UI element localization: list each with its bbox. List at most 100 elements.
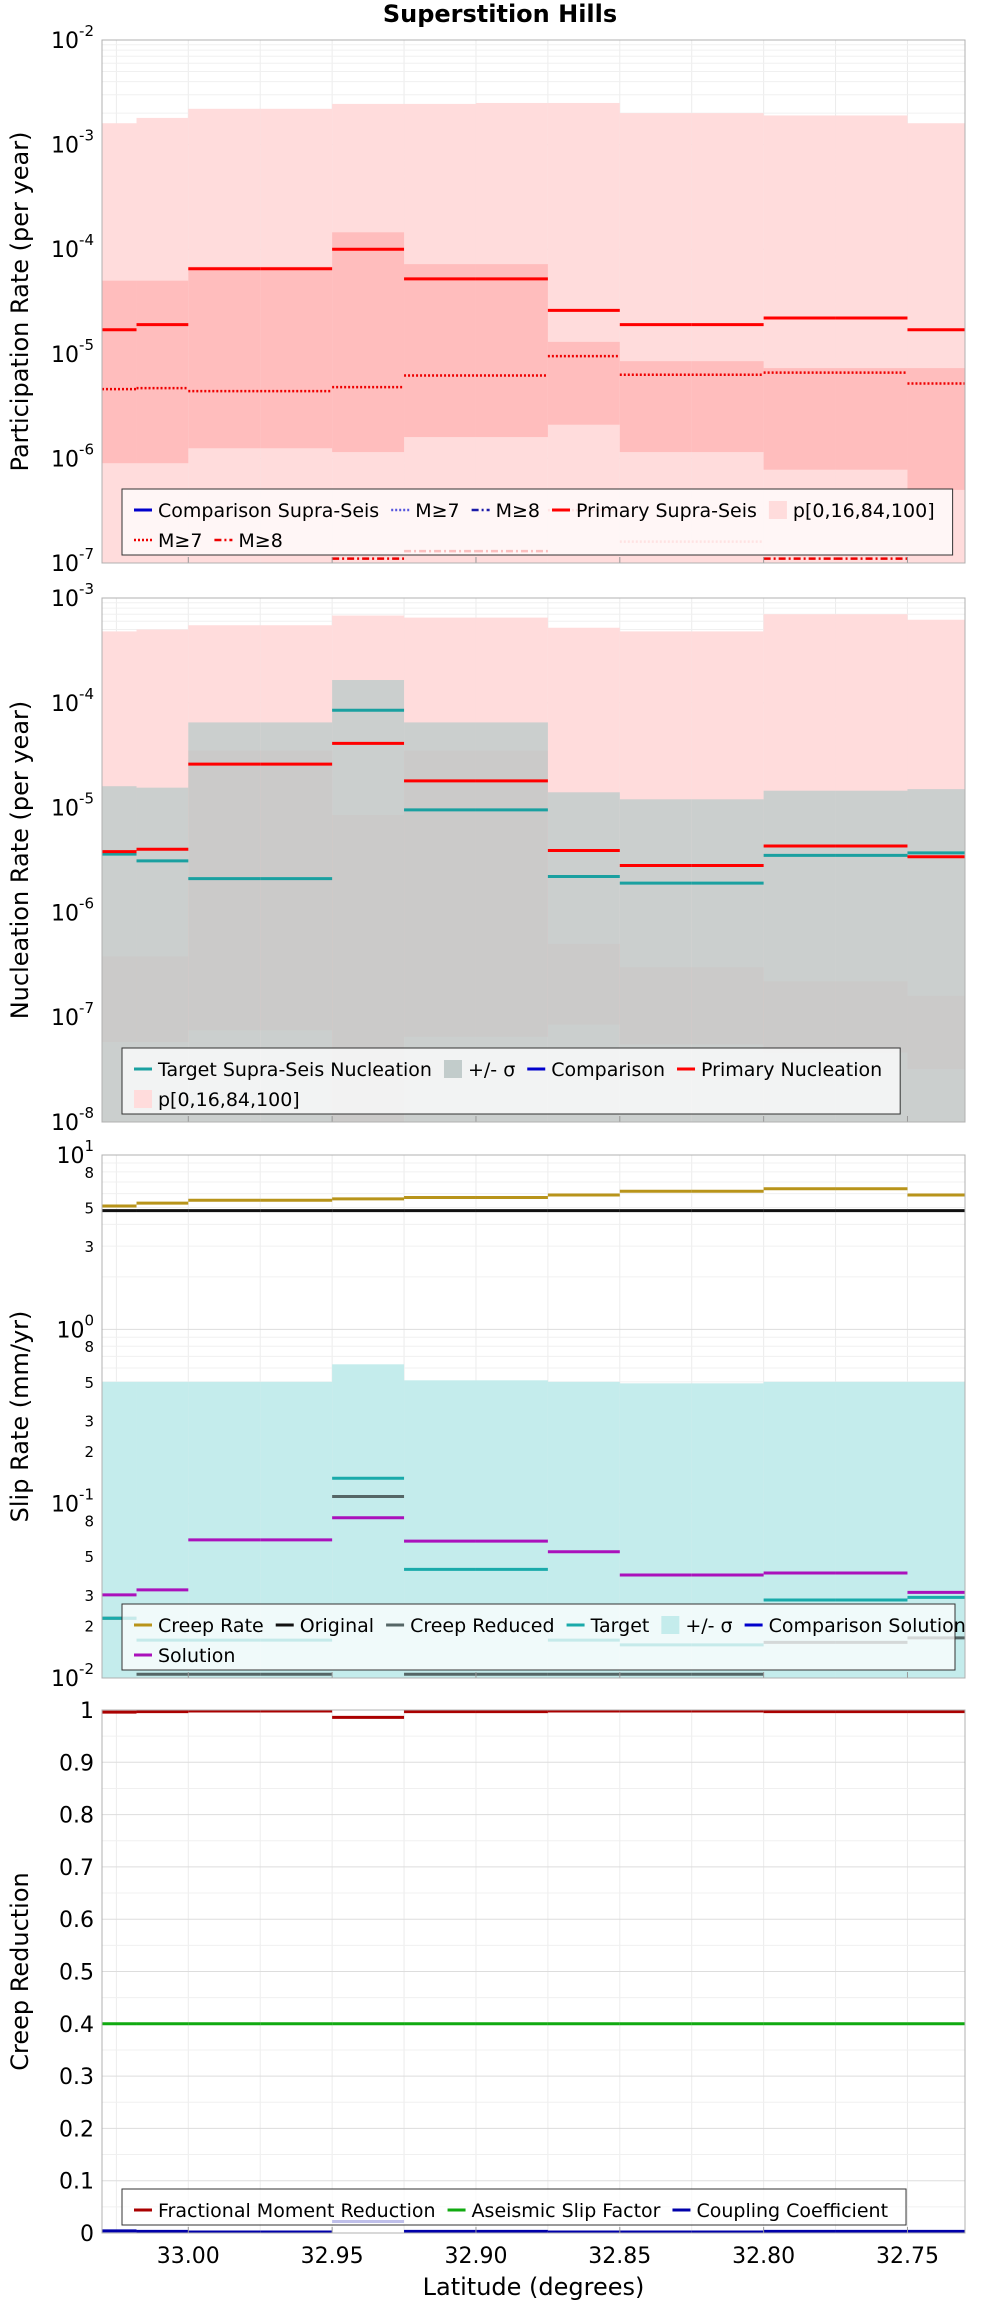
y-tick-exponent: -6 bbox=[79, 894, 94, 912]
y-tick-label: 0.9 bbox=[59, 1751, 94, 1776]
legend-label: M≥7 bbox=[158, 530, 202, 552]
y-tick-exponent: -1 bbox=[79, 1486, 94, 1504]
y-tick-label: 0.6 bbox=[59, 1908, 94, 1933]
legend-label: Comparison bbox=[551, 1059, 665, 1081]
legend-box bbox=[121, 488, 954, 556]
y-minor-tick-label: 8 bbox=[84, 1513, 94, 1531]
y-tick-exponent: -2 bbox=[79, 1660, 94, 1678]
legend-label: p[0,16,84,100] bbox=[793, 500, 935, 522]
y-tick-label: 0.4 bbox=[59, 2013, 94, 2038]
y-tick-exponent: -2 bbox=[79, 22, 94, 40]
legend-label: Primary Nucleation bbox=[701, 1059, 882, 1081]
legend: Comparison Supra-Seis M≥7 M≥8 Primary Supra… bbox=[121, 488, 954, 556]
y-tick-label: 10-7 bbox=[51, 999, 94, 1031]
legend-label: p[0,16,84,100] bbox=[158, 1089, 300, 1111]
y-tick-base: 10 bbox=[56, 1318, 84, 1343]
band-segment bbox=[547, 341, 620, 425]
y-tick-base: 10 bbox=[51, 692, 79, 717]
y-minor-tick-label: 3 bbox=[84, 1587, 94, 1605]
y-tick-label: 0.5 bbox=[59, 1961, 94, 1986]
legend-label: Creep Reduced bbox=[410, 1615, 554, 1637]
series-3 bbox=[102, 741, 965, 868]
legend-label: +/- σ bbox=[468, 1059, 515, 1081]
band-segment bbox=[835, 368, 908, 470]
y-tick-label: 0.3 bbox=[59, 2065, 94, 2090]
band-2 bbox=[102, 232, 965, 490]
y-tick-base: 10 bbox=[56, 1144, 84, 1169]
band-segment bbox=[619, 113, 692, 564]
band-segment bbox=[691, 361, 764, 453]
legend: Target Supra-Seis Nucleation +/- σ Compari… bbox=[121, 1047, 901, 1115]
y-tick-base: 10 bbox=[51, 1111, 79, 1136]
y-minor-tick-label: 3 bbox=[84, 1412, 94, 1430]
band-segment bbox=[835, 115, 908, 563]
y-minor-tick-label: 5 bbox=[84, 1548, 94, 1566]
band-segment bbox=[907, 368, 965, 490]
y-minor-tick-label: 3 bbox=[84, 1238, 94, 1256]
legend-swatch bbox=[443, 1060, 462, 1078]
plot-frame bbox=[101, 597, 966, 1123]
y-tick-label: 0 bbox=[80, 2222, 94, 2247]
y-axis-label: Nucleation Rate (per year) bbox=[6, 701, 34, 1020]
band-segment bbox=[404, 264, 476, 438]
y-tick-label: 101 bbox=[56, 1137, 94, 1169]
legend: Fractional Moment Reduction Aseismic Slip… bbox=[121, 2188, 907, 2226]
y-tick-label: 10-3 bbox=[51, 580, 94, 612]
y-tick-label: 10-2 bbox=[51, 1660, 94, 1692]
legend-label: M≥7 bbox=[415, 500, 459, 522]
series-1 bbox=[102, 708, 965, 885]
y-axis-label: Creep Reduction bbox=[6, 1872, 34, 2070]
y-tick-exponent: -3 bbox=[79, 127, 94, 145]
y-minor-tick-label: 8 bbox=[84, 1164, 94, 1182]
y-tick-label: 100 bbox=[56, 1311, 94, 1343]
band-segment bbox=[102, 280, 137, 464]
x-tick-label: 32.85 bbox=[588, 2244, 651, 2269]
y-tick-base: 10 bbox=[51, 238, 79, 263]
y-tick-exponent: -4 bbox=[79, 231, 94, 249]
y-tick-label: 0.1 bbox=[59, 2170, 94, 2195]
x-tick-label: 32.75 bbox=[876, 2244, 939, 2269]
x-tick-labels: 33.00 32.95 32.90 32.85 32.80 32.75 bbox=[157, 2244, 939, 2269]
y-tick-label: 10-6 bbox=[51, 894, 94, 926]
y-tick-exponent: 1 bbox=[84, 1137, 94, 1155]
y-minor-tick-label: 2 bbox=[84, 1443, 94, 1461]
series-1 bbox=[102, 1187, 965, 1208]
y-tick-label: 10-2 bbox=[51, 22, 94, 54]
y-tick-exponent: -7 bbox=[79, 999, 94, 1017]
band-segment bbox=[475, 264, 548, 438]
legend-label: Target bbox=[590, 1615, 650, 1637]
y-tick-labels: 10-210-310-410-510-610-7 bbox=[51, 22, 94, 577]
legend-label: Aseismic Slip Factor bbox=[472, 2200, 661, 2222]
y-tick-base: 10 bbox=[51, 29, 79, 54]
y-tick-label: 0.8 bbox=[59, 1804, 94, 1829]
legend-swatch bbox=[768, 501, 787, 519]
band-segment bbox=[547, 102, 620, 564]
band-segment bbox=[763, 115, 836, 563]
band-segment bbox=[907, 789, 965, 1122]
band-segment bbox=[332, 232, 405, 453]
plot-frame bbox=[101, 1709, 966, 2234]
plot-frame bbox=[101, 39, 966, 564]
x-axis-label: Latitude (degrees) bbox=[423, 2273, 645, 2300]
x-tick-label: 32.95 bbox=[301, 2244, 364, 2269]
legend-label: Comparison Supra-Seis bbox=[158, 500, 379, 522]
y-tick-base: 10 bbox=[51, 343, 79, 368]
y-axis-label: Participation Rate (per year) bbox=[6, 132, 34, 472]
y-tick-exponent: -5 bbox=[79, 790, 94, 808]
y-tick-exponent: -6 bbox=[79, 440, 94, 458]
y-tick-base: 10 bbox=[51, 1493, 79, 1518]
panel-4-grid bbox=[102, 1709, 965, 2234]
series-6 bbox=[102, 1516, 965, 1597]
y-axis-label: Slip Rate (mm/yr) bbox=[6, 1311, 34, 1523]
x-tick-label: 32.90 bbox=[444, 2244, 507, 2269]
y-minor-tick-label: 8 bbox=[84, 1338, 94, 1356]
y-tick-label: 0.7 bbox=[59, 1856, 94, 1881]
legend-box bbox=[121, 2188, 907, 2226]
legend-label: Coupling Coefficient bbox=[696, 2200, 888, 2222]
y-minor-tick-label: 5 bbox=[84, 1199, 94, 1217]
series-5 bbox=[102, 354, 965, 393]
